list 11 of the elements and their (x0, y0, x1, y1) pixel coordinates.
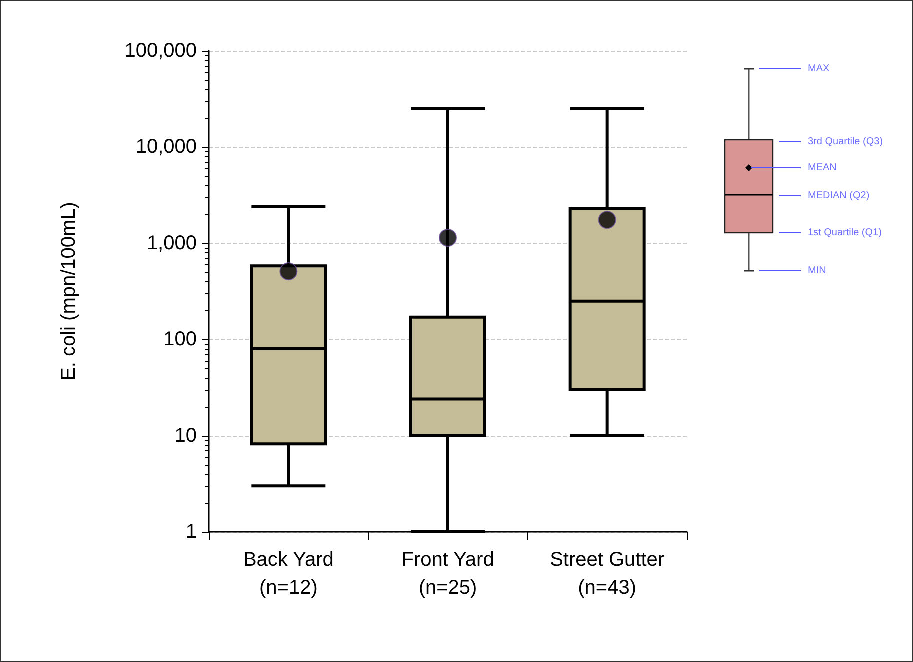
y-tick-label: 1 (186, 521, 197, 543)
x-tick-label: Front Yard (n=25) (402, 549, 494, 599)
boxplot-key-diagram: MAX 3rd Quartile (Q3) MEAN MEDIAN (Q2) 1st Quartile (Q1) MIN (701, 56, 906, 286)
x-tick-label: Street Gutter (n=43) (550, 549, 665, 599)
y-tick-label: 1,000 (146, 232, 197, 254)
y-tick-label: 10,000 (136, 136, 197, 158)
y-tick-label: 100,000 (124, 40, 197, 62)
y-tick-label: 10 (174, 424, 197, 447)
y-axis-title: E. coli (mpn/100mL) (58, 202, 80, 381)
y-tick-label: 100 (164, 328, 197, 351)
x-tick-label: Back Yard (n=12) (243, 549, 334, 599)
